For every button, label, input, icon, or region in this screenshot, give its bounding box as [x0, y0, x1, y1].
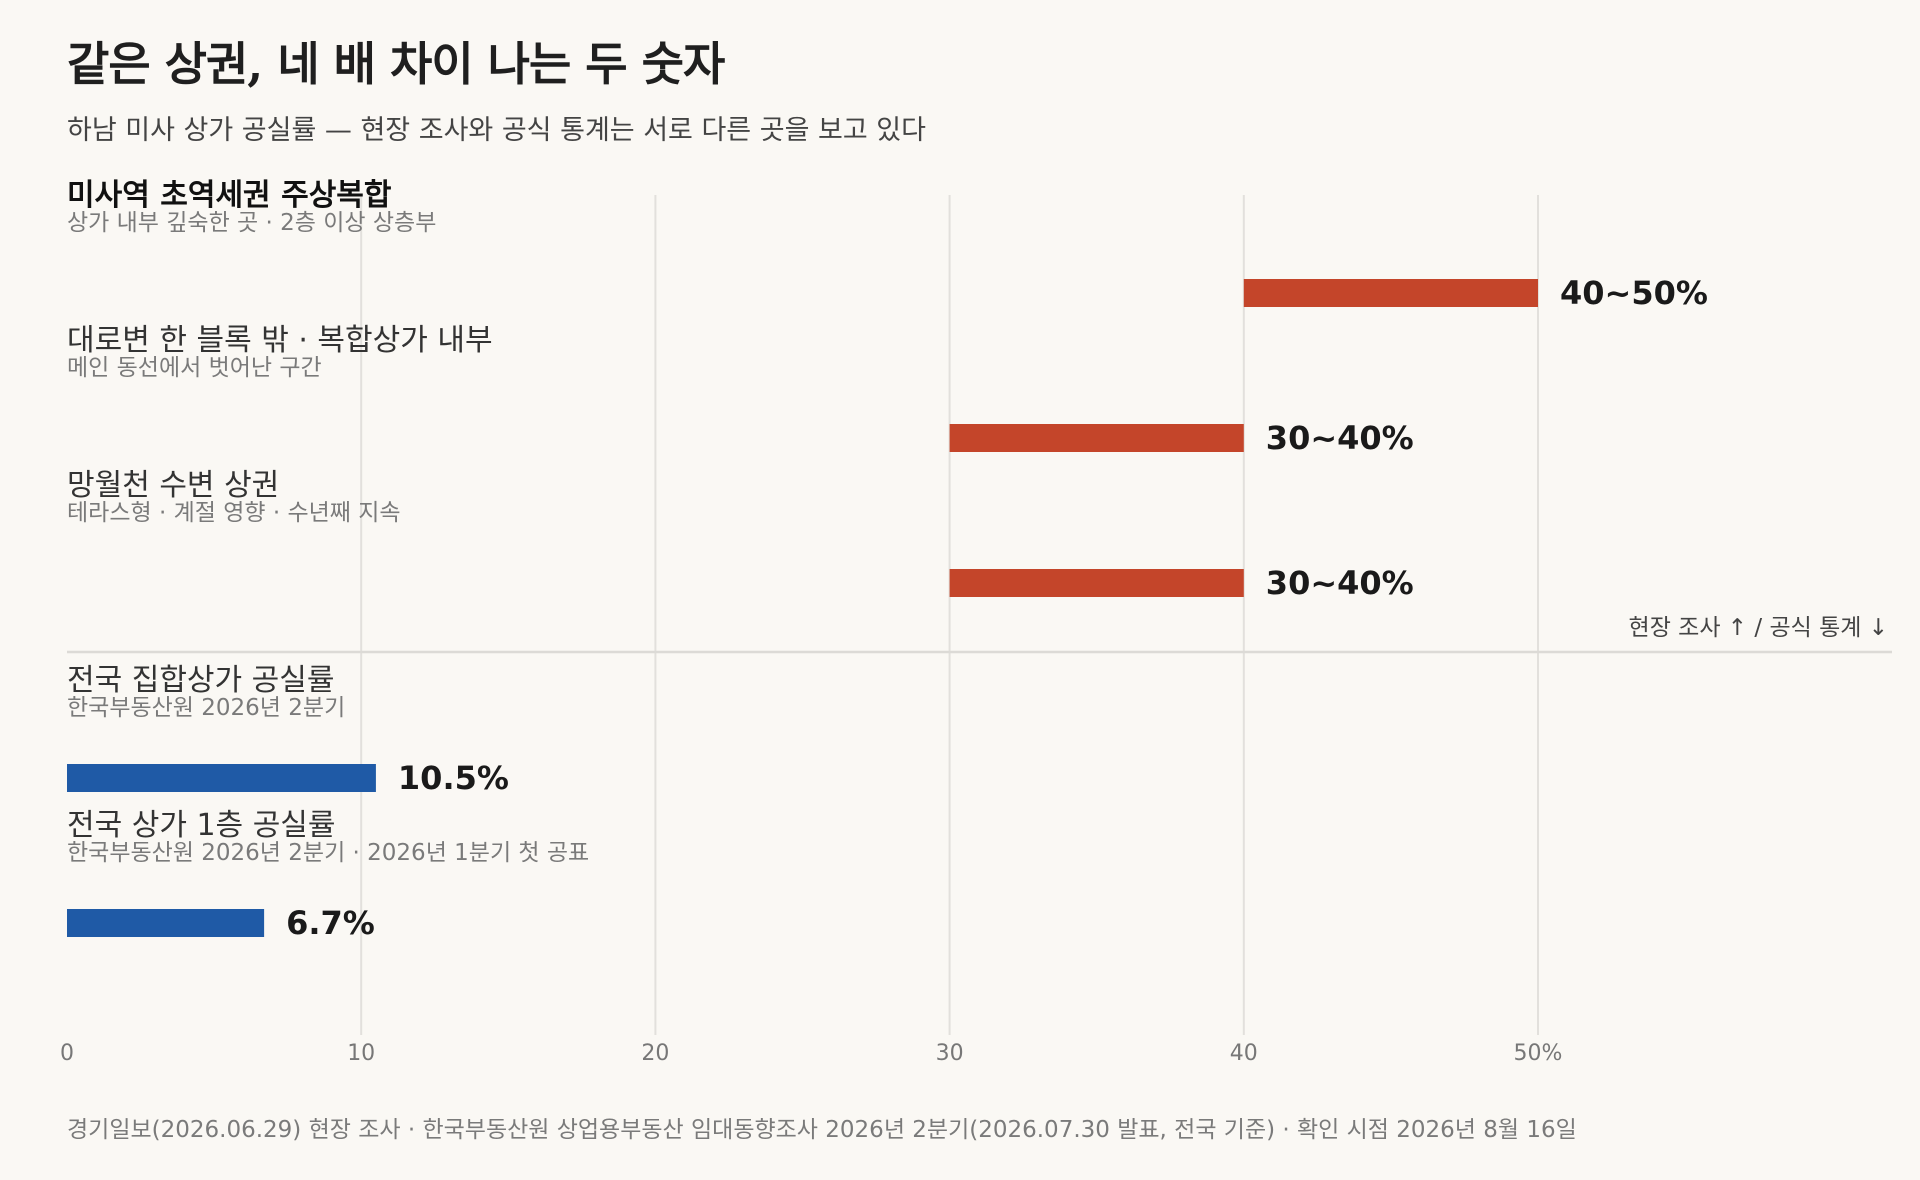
x-tick-label: 50% — [1514, 1041, 1563, 1066]
category-sublabel: 테라스형 · 계절 영향 · 수년째 지속 — [67, 500, 401, 526]
category-label: 전국 상가 1층 공실률 — [67, 808, 336, 843]
data-bar — [949, 424, 1244, 452]
x-tick-label: 20 — [641, 1041, 669, 1066]
category-label: 전국 집합상가 공실률 — [67, 663, 334, 698]
category-sublabel: 한국부동산원 2026년 2분기 · 2026년 1분기 첫 공표 — [67, 840, 589, 866]
data-bar — [67, 909, 265, 937]
category-sublabel: 한국부동산원 2026년 2분기 — [67, 695, 345, 721]
chart-subtitle: 하남 미사 상가 공실률 — 현장 조사와 공식 통계는 서로 다른 곳을 보고… — [67, 115, 926, 146]
bar-layer — [67, 279, 1538, 937]
value-label: 30~40% — [1266, 564, 1414, 602]
category-label: 망월천 수변 상권 — [67, 468, 279, 503]
value-label: 40~50% — [1560, 274, 1708, 312]
x-tick-label: 30 — [936, 1041, 964, 1066]
category-label: 미사역 초역세권 주상복합 — [67, 178, 392, 213]
legend-note: 현장 조사 ↑ / 공식 통계 ↓ — [1629, 615, 1888, 641]
value-label: 6.7% — [286, 904, 375, 942]
chart-title: 같은 상권, 네 배 차이 나는 두 숫자 — [67, 37, 725, 91]
value-label: 10.5% — [398, 759, 509, 797]
source-note: 경기일보(2026.06.29) 현장 조사 · 한국부동산원 상업용부동산 임… — [67, 1117, 1577, 1143]
grid-layer — [67, 195, 1892, 1035]
x-tick-label: 0 — [60, 1041, 74, 1066]
category-label: 대로변 한 블록 밖 · 복합상가 내부 — [67, 323, 493, 358]
data-bar — [1243, 279, 1538, 307]
data-bar — [67, 764, 376, 792]
x-tick-label: 40 — [1230, 1041, 1258, 1066]
value-label: 30~40% — [1266, 419, 1414, 457]
category-sublabel: 메인 동선에서 벗어난 구간 — [67, 355, 322, 381]
data-bar — [949, 569, 1244, 597]
category-sublabel: 상가 내부 깊숙한 곳 · 2층 이상 상층부 — [67, 210, 436, 236]
x-tick-label: 10 — [347, 1041, 375, 1066]
